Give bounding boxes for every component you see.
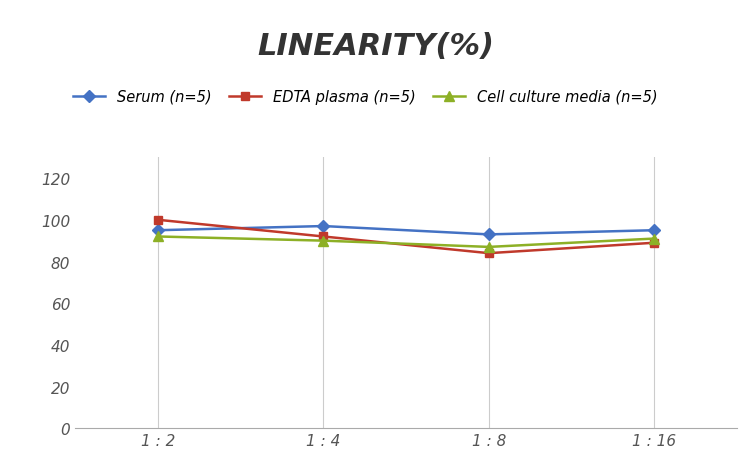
Serum (n=5): [484, 232, 493, 238]
EDTA plasma (n=5): [484, 251, 493, 256]
Text: LINEARITY(%): LINEARITY(%): [257, 32, 495, 60]
Serum (n=5): [650, 228, 659, 234]
Legend: Serum (n=5), EDTA plasma (n=5), Cell culture media (n=5): Serum (n=5), EDTA plasma (n=5), Cell cul…: [68, 84, 663, 110]
EDTA plasma (n=5): [153, 217, 162, 223]
EDTA plasma (n=5): [319, 234, 328, 239]
Line: Cell culture media (n=5): Cell culture media (n=5): [153, 232, 659, 252]
Line: Serum (n=5): Serum (n=5): [153, 222, 659, 239]
EDTA plasma (n=5): [650, 240, 659, 246]
Cell culture media (n=5): [650, 236, 659, 242]
Serum (n=5): [153, 228, 162, 234]
Cell culture media (n=5): [319, 239, 328, 244]
Cell culture media (n=5): [484, 244, 493, 250]
Serum (n=5): [319, 224, 328, 229]
Cell culture media (n=5): [153, 234, 162, 239]
Line: EDTA plasma (n=5): EDTA plasma (n=5): [153, 216, 659, 258]
